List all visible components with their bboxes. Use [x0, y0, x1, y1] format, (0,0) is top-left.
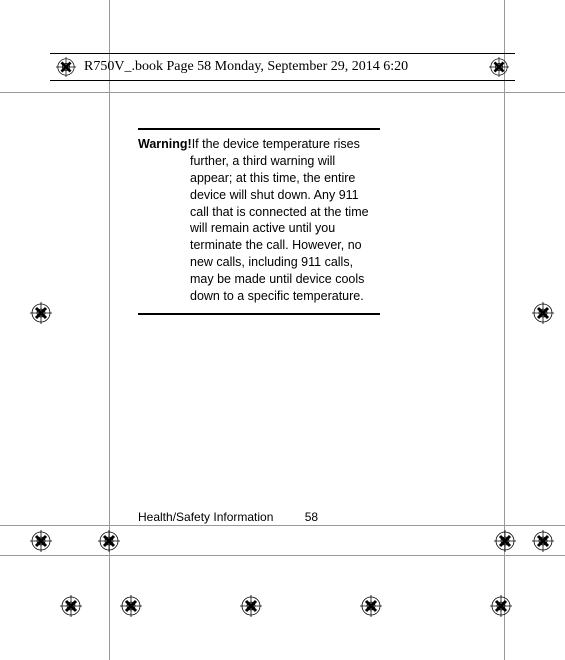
registration-mark-icon	[360, 595, 382, 617]
crop-line-vertical	[504, 0, 505, 660]
registration-mark-icon	[120, 595, 142, 617]
crop-line-horizontal	[0, 555, 565, 556]
registration-mark-icon	[60, 595, 82, 617]
registration-mark-icon	[30, 530, 52, 552]
registration-mark-icon	[490, 595, 512, 617]
registration-mark-icon	[532, 530, 554, 552]
warning-block: Warning! If the device temperature rises…	[138, 128, 380, 315]
crop-line-horizontal	[0, 525, 565, 526]
header-text: R750V_.book Page 58 Monday, September 29…	[84, 59, 408, 75]
warning-body: If the device temperature rises further,…	[190, 136, 380, 305]
registration-mark-icon	[494, 530, 516, 552]
registration-mark-icon	[56, 57, 76, 77]
footer-page-number: 58	[305, 510, 318, 524]
registration-mark-icon	[98, 530, 120, 552]
registration-mark-icon	[240, 595, 262, 617]
warning-label: Warning!	[138, 136, 192, 153]
crop-line-horizontal	[0, 92, 565, 93]
footer-section: Health/Safety Information	[138, 510, 273, 524]
crop-line-vertical	[109, 0, 110, 660]
registration-mark-icon	[532, 302, 554, 324]
registration-mark-icon	[30, 302, 52, 324]
page-footer: Health/Safety Information 58	[138, 510, 318, 524]
registration-mark-icon	[489, 57, 509, 77]
document-header-bar: R750V_.book Page 58 Monday, September 29…	[50, 53, 515, 81]
